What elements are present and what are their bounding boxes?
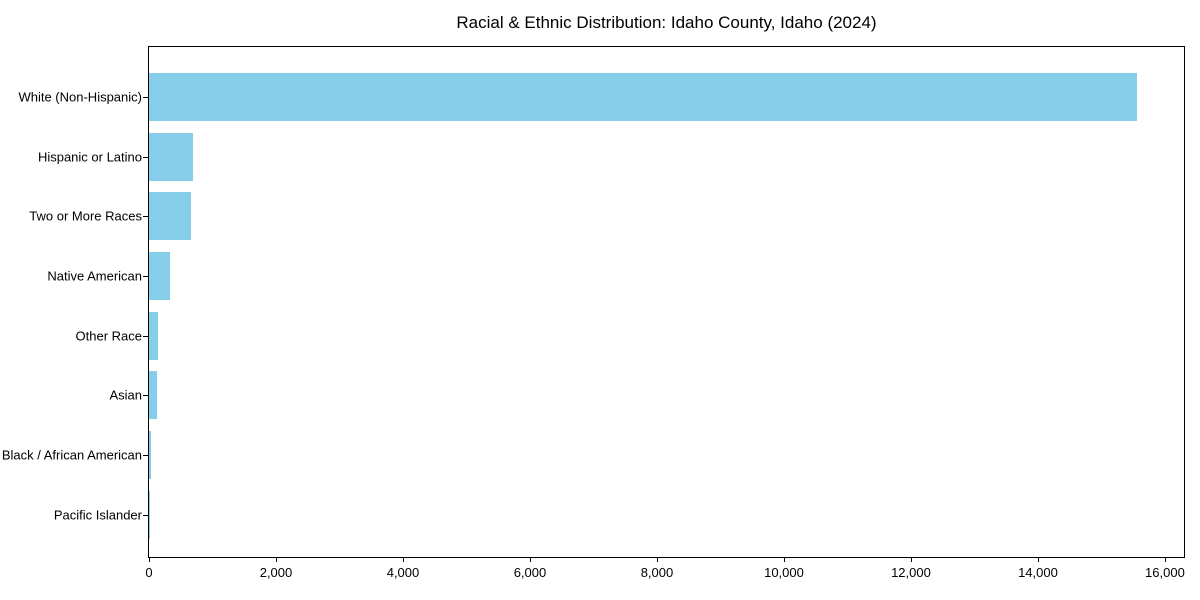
bar	[149, 431, 151, 480]
bar-row: Asian	[109, 366, 1184, 426]
x-axis-tick	[910, 557, 912, 562]
x-axis-tick-label: 4,000	[386, 565, 420, 580]
y-axis-tick	[143, 96, 148, 98]
x-axis-tick-label: 12,000	[891, 565, 931, 580]
x-axis-tick-label: 14,000	[1018, 565, 1058, 580]
bar	[149, 72, 1137, 121]
bar	[149, 371, 157, 420]
bar-row: Native American	[47, 246, 1184, 306]
bar	[149, 132, 193, 181]
y-axis-label: Asian	[109, 387, 142, 403]
x-axis-tick	[402, 557, 404, 562]
y-axis-tick	[143, 335, 148, 337]
bar	[149, 251, 171, 300]
y-axis-tick	[143, 514, 148, 516]
x-axis-tick-label: 6,000	[513, 565, 547, 580]
bar-row: White (Non-Hispanic)	[18, 67, 1184, 127]
y-axis-tick	[143, 275, 148, 277]
x-axis-tick-label: 2,000	[259, 565, 293, 580]
y-axis-label: Hispanic or Latino	[37, 149, 142, 165]
y-axis-label: Other Race	[75, 328, 142, 344]
x-axis-tick-label: 16,000	[1145, 565, 1185, 580]
bar	[149, 311, 158, 360]
x-axis-tick	[783, 557, 785, 562]
y-axis-tick	[143, 216, 148, 218]
bar	[149, 192, 191, 241]
bar-row: Pacific Islander	[54, 485, 1184, 545]
y-axis-label: Native American	[47, 268, 142, 284]
x-axis-tick	[1037, 557, 1039, 562]
x-axis-tick	[275, 557, 277, 562]
x-axis-tick	[529, 557, 531, 562]
bar-row: Other Race	[76, 306, 1184, 366]
y-axis-label: White (Non-Hispanic)	[18, 89, 142, 105]
y-axis-label: Two or More Races	[29, 208, 142, 224]
bar-row: Two or More Races	[29, 186, 1184, 246]
bar-row: Black / African American	[2, 425, 1184, 485]
y-axis-label: Pacific Islander	[53, 507, 142, 523]
y-axis-tick	[143, 455, 148, 457]
bar-row: Hispanic or Latino	[38, 127, 1184, 187]
plot-area: White (Non-Hispanic) Hispanic or Latino Tw…	[2, 46, 1185, 580]
x-axis-tick	[149, 557, 150, 562]
x-axis-tick	[656, 557, 658, 562]
y-axis-tick	[143, 395, 148, 397]
x-axis-tick-label: 8,000	[640, 565, 674, 580]
y-axis-tick	[143, 156, 148, 158]
y-axis-label: Black / African American	[1, 447, 142, 463]
chart-title: Racial & Ethnic Distribution: Idaho Coun…	[456, 13, 877, 32]
x-axis-tick-label: 0	[145, 565, 153, 580]
x-axis-tick	[1164, 557, 1166, 562]
x-axis-tick-label: 10,000	[764, 565, 804, 580]
